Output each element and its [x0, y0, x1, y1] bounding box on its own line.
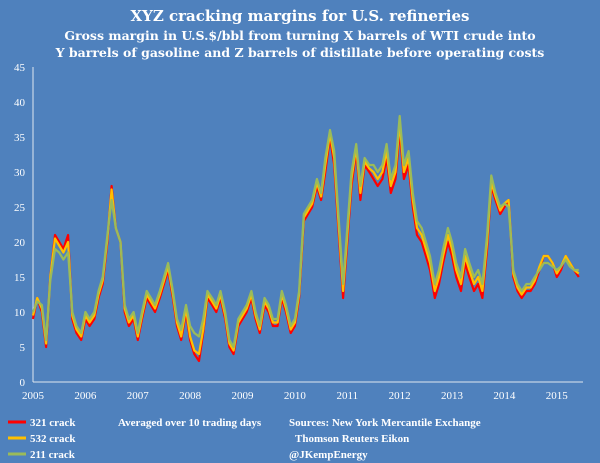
- legend-label-532: 532 crack: [30, 433, 76, 445]
- y-tick-label: 45: [14, 62, 26, 74]
- x-tick-label: 2012: [389, 390, 411, 402]
- y-tick-label: 35: [14, 132, 26, 144]
- legend-label-211: 211 crack: [30, 449, 76, 461]
- y-tick-label: 25: [14, 202, 26, 214]
- averaging-note: Averaged over 10 trading days: [118, 417, 262, 429]
- series-layer: [31, 114, 580, 363]
- y-tick-label: 20: [14, 237, 26, 249]
- series-line-321: [31, 128, 580, 363]
- y-tick-label: 5: [20, 342, 26, 354]
- chart-title: XYZ cracking margins for U.S. refineries: [130, 7, 469, 25]
- y-tick-label: 30: [14, 167, 26, 179]
- x-tick-label: 2013: [441, 390, 464, 402]
- y-tick-label: 0: [20, 377, 26, 389]
- series-line-532: [31, 121, 580, 356]
- legend-label-321: 321 crack: [30, 417, 76, 429]
- x-tick-label: 2010: [284, 390, 307, 402]
- y-axis-ticks: 0 5 10 15 20 25 30 35 40 45: [14, 62, 26, 389]
- x-tick-label: 2015: [546, 390, 569, 402]
- x-tick-label: 2008: [179, 390, 202, 402]
- series-line-211: [31, 114, 579, 349]
- x-tick-label: 2014: [493, 390, 516, 402]
- source-line1: Sources: New York Mercantile Exchange: [289, 417, 481, 429]
- source-line3: @JKempEnergy: [289, 449, 368, 461]
- legend: 321 crack 532 crack 211 crack: [8, 417, 76, 461]
- y-tick-label: 10: [14, 307, 26, 319]
- x-tick-label: 2005: [22, 390, 45, 402]
- source-line2: Thomson Reuters Eikon: [295, 433, 409, 445]
- y-tick-label: 40: [14, 97, 26, 109]
- chart-subtitle-line1: Gross margin in U.S.$/bbl from turning X…: [64, 28, 535, 43]
- chart-subtitle-line2: Y barrels of gasoline and Z barrels of d…: [55, 45, 545, 60]
- y-tick-label: 15: [14, 272, 26, 284]
- x-tick-label: 2009: [232, 390, 255, 402]
- x-tick-label: 2011: [336, 390, 358, 402]
- x-axis-ticks: 2005 2006 2007 2008 2009 2010 2011 2012 2013 2014…: [22, 390, 568, 402]
- x-tick-label: 2007: [127, 390, 150, 402]
- x-tick-label: 2006: [74, 390, 97, 402]
